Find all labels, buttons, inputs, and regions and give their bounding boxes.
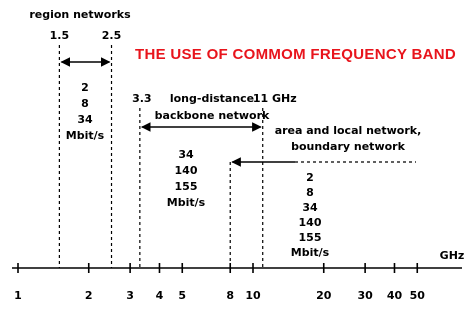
axis-tick-label: 8 [226, 289, 234, 302]
axis-tick-label: 10 [245, 289, 261, 302]
rate: Mbit/s [66, 129, 105, 142]
axis-tick-label: 50 [410, 289, 426, 302]
rate: Mbit/s [291, 246, 330, 259]
axis-tick-label: 5 [178, 289, 186, 302]
rate: Mbit/s [167, 196, 206, 209]
band-from-label: 1.5 [50, 29, 70, 42]
rate: 8 [81, 97, 89, 110]
rate: 155 [175, 180, 198, 193]
rate: 2 [81, 81, 89, 94]
axis-unit: GHz [440, 249, 465, 262]
axis-tick-label: 20 [316, 289, 332, 302]
band-name: long-distance [170, 92, 254, 105]
rate: 8 [306, 186, 314, 199]
rate: 34 [178, 148, 194, 161]
rate: 155 [299, 231, 322, 244]
rate: 34 [77, 113, 93, 126]
axis-tick-label: 30 [357, 289, 373, 302]
band-to-label: 11 GHz [253, 92, 297, 105]
rate: 140 [175, 164, 198, 177]
band-name: region networks [29, 8, 131, 21]
axis-tick-label: 3 [126, 289, 134, 302]
axis-tick-label: 2 [85, 289, 93, 302]
axis-tick-label: 1 [14, 289, 22, 302]
rate: 2 [306, 171, 314, 184]
band-from-label: 3.3 [132, 92, 152, 105]
title: THE USE OF COMMOM FREQUENCY BAND [135, 46, 456, 63]
axis-tick-label: 4 [156, 289, 164, 302]
rate: 140 [299, 216, 322, 229]
band-name: area and local network, [275, 124, 422, 137]
band-to-label: 2.5 [102, 29, 122, 42]
band-name: boundary network [291, 140, 406, 153]
axis-tick-label: 40 [387, 289, 403, 302]
rate: 34 [302, 201, 318, 214]
band-name: backbone network [155, 109, 270, 122]
